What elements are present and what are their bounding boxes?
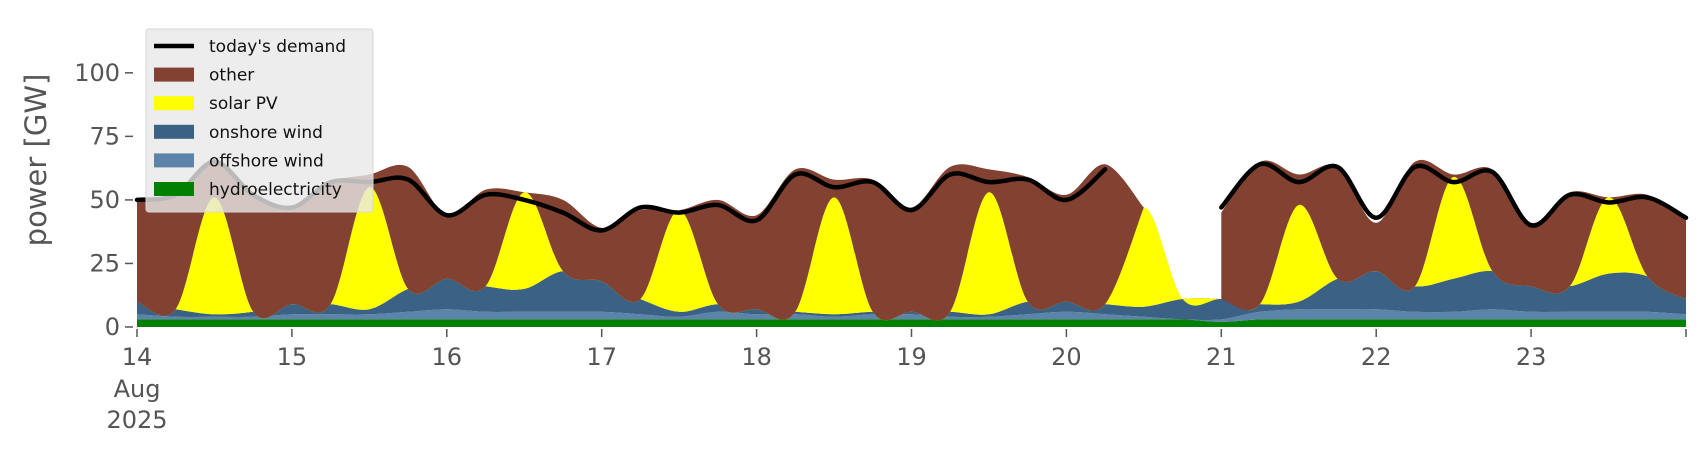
- area-solar-pv: [137, 176, 1686, 321]
- y-tick-label: 75: [89, 122, 120, 150]
- legend-label-hydroelectricity: hydroelectricity: [209, 180, 342, 200]
- y-tick-label: 0: [105, 313, 120, 341]
- axes: 0 25 50 75 100 14 Aug 2025 15 16 17 18 19 20 21 22 23: [74, 59, 1687, 434]
- area-hydroelectricity: [137, 319, 1686, 327]
- x-tick-label: 17: [586, 343, 617, 371]
- legend-label-onshore-wind: onshore wind: [209, 123, 323, 143]
- area-offshore-wind: [137, 309, 1686, 322]
- legend-swatch-hydroelectricity: [154, 182, 194, 196]
- y-tick-label: 50: [89, 186, 120, 214]
- x-tick-label: 18: [741, 343, 772, 371]
- y-axis-title: power [GW]: [19, 74, 53, 247]
- x-tick-label: 15: [277, 343, 308, 371]
- y-tick-label: 100: [74, 59, 120, 87]
- area-onshore-wind: [137, 270, 1686, 321]
- legend-swatch-solar-pv: [154, 96, 194, 111]
- y-tick-label: 25: [89, 249, 120, 277]
- area-other: [1221, 159, 1686, 311]
- x-tick-label: 19: [896, 343, 927, 371]
- x-tick-label: 16: [432, 343, 463, 371]
- x-tick-label: 20: [1051, 343, 1082, 371]
- x-tick-sublabel: 2025: [106, 406, 167, 434]
- x-tick-label: 23: [1516, 343, 1547, 371]
- x-tick-sublabel: Aug: [114, 375, 161, 403]
- x-tick-label: 14: [122, 343, 153, 371]
- legend-label-solar-pv: solar PV: [209, 94, 278, 114]
- legend-label-other: other: [209, 66, 254, 86]
- legend-label-today-s-demand: today's demand: [209, 37, 346, 57]
- legend-swatch-offshore-wind: [154, 153, 194, 168]
- legend: today's demand other solar PV onshore wind o…: [145, 28, 374, 213]
- legend-box: [145, 28, 374, 213]
- demand-line: [1219, 161, 1689, 228]
- legend-swatch-onshore-wind: [154, 124, 194, 139]
- legend-swatch-other: [154, 67, 194, 82]
- x-tick-label: 22: [1361, 343, 1392, 371]
- x-tick-label: 21: [1206, 343, 1237, 371]
- legend-label-offshore-wind: offshore wind: [209, 151, 324, 171]
